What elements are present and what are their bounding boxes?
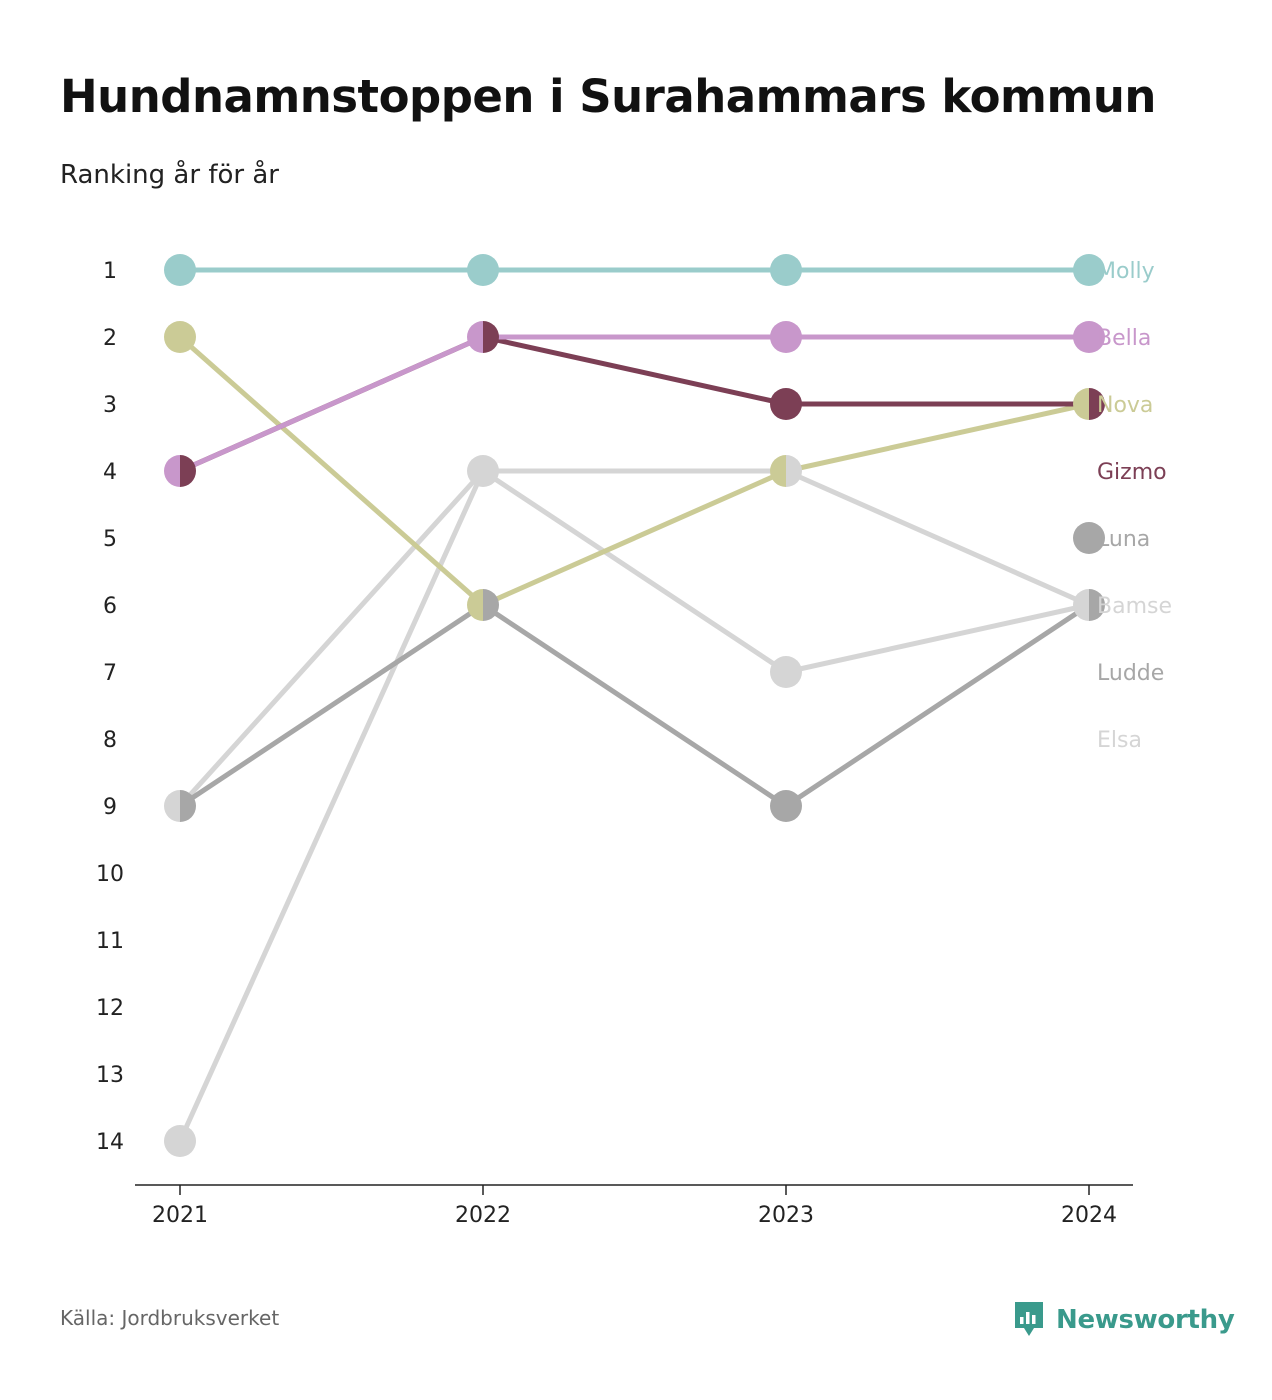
point-bamse [770,656,802,688]
point-elsa [483,455,499,487]
y-tick-label: 8 [103,728,117,753]
point-molly [164,254,196,286]
point-gizmo [770,388,802,420]
series-line-nova [178,335,1090,608]
y-tick-label: 2 [103,326,117,351]
point-nova [467,589,483,621]
y-tick-label: 10 [96,862,124,887]
point-nova [770,455,786,487]
point-bella [164,455,180,487]
y-tick-label: 4 [103,460,117,485]
point-nova [1073,388,1089,420]
x-tick-label: 2024 [1061,1203,1117,1228]
x-tick-label: 2021 [152,1203,208,1228]
y-tick-label: 6 [103,594,117,619]
series-points [164,254,1105,1157]
x-axis: 2021 2022 2023 2024 [135,1184,1133,1228]
series-label-nova: Nova [1097,393,1153,418]
y-tick-label: 5 [103,527,117,552]
source-note: Källa: Jordbruksverket [60,1306,280,1330]
point-gizmo [483,321,499,353]
point-ludde [770,790,802,822]
brand-name: Newsworthy [1056,1305,1235,1335]
series-line-ludde [178,602,1091,809]
point-ludde [483,589,499,621]
series-line-elsa [177,468,1091,1143]
point-gizmo [1089,388,1105,420]
series-line-bamse [178,468,1090,808]
newsworthy-logo-icon [1015,1302,1043,1336]
series-label-elsa: Elsa [1097,728,1142,753]
y-tick-label: 14 [96,1130,124,1155]
brand-logo[interactable]: Newsworthy [1012,1300,1235,1340]
series-label-bella: Bella [1097,326,1151,351]
chart-subtitle: Ranking år för år [60,160,279,190]
point-bella [1073,321,1105,353]
point-bamse [164,790,180,822]
point-gizmo [180,455,196,487]
point-ludde [1089,589,1105,621]
series-line-gizmo [178,334,1089,474]
point-bamse [467,455,483,487]
y-tick-label: 9 [103,795,117,820]
point-molly [467,254,499,286]
y-tick-label: 12 [96,996,124,1021]
y-tick-label: 13 [96,1063,124,1088]
point-ludde [180,790,196,822]
series-lines [177,267,1091,1143]
point-molly [1073,254,1105,286]
point-elsa [786,455,802,487]
series-label-luna: Luna [1097,527,1150,552]
point-molly [770,254,802,286]
point-nova [164,321,196,353]
point-bella [770,321,802,353]
series-line-bella [178,334,1089,474]
y-tick-label: 1 [103,259,117,284]
y-tick-label: 3 [103,393,117,418]
series-label-bamse: Bamse [1097,594,1172,619]
x-tick-label: 2022 [455,1203,511,1228]
point-luna [1073,522,1105,554]
point-bamse [1073,589,1089,621]
series-label-molly: Molly [1097,259,1155,284]
y-tick-label: 7 [103,661,117,686]
series-labels: Molly Bella Nova Gizmo Luna Bamse Ludde Elsa [1097,259,1172,753]
x-tick-label: 2023 [758,1203,814,1228]
series-label-gizmo: Gizmo [1097,460,1167,485]
y-tick-label: 11 [96,929,124,954]
chart-title: Hundnamnstoppen i Surahammars kommun [60,70,1156,123]
point-bella [467,321,483,353]
point-elsa [164,1125,196,1157]
series-label-ludde: Ludde [1097,661,1164,686]
